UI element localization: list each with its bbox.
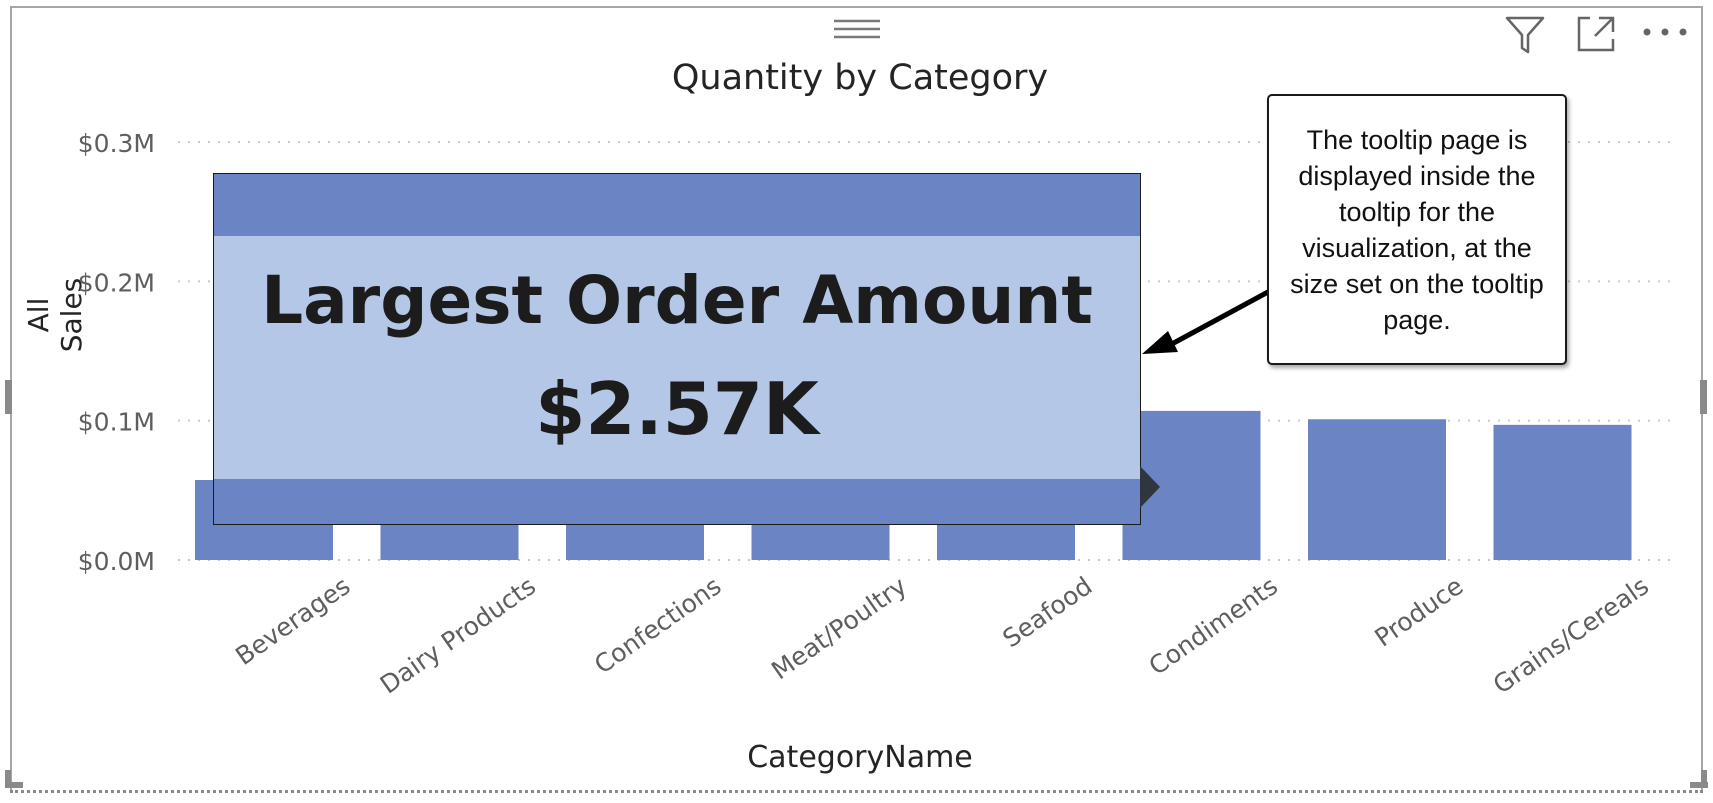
y-tick-label: $0.3M bbox=[78, 129, 155, 158]
y-tick-label: $0.1M bbox=[78, 408, 155, 437]
tooltip-pointer bbox=[1140, 466, 1160, 508]
drag-handle-icon[interactable] bbox=[832, 18, 882, 40]
y-tick-label: $0.0M bbox=[78, 547, 155, 576]
x-tick-label: Dairy Products bbox=[375, 571, 541, 699]
y-tick-label: $0.2M bbox=[78, 268, 155, 297]
tooltip-heading: Largest Order Amount bbox=[261, 262, 1093, 339]
tooltip-band-top bbox=[214, 174, 1140, 236]
chart-title: Quantity by Category bbox=[671, 58, 1049, 98]
x-tick-label: Produce bbox=[1369, 571, 1468, 652]
resize-handle-bottom-left[interactable] bbox=[5, 782, 23, 788]
resize-handle-left[interactable] bbox=[5, 380, 12, 414]
frame-border-bottom bbox=[10, 790, 1703, 793]
resize-handle-bottom-right-v[interactable] bbox=[1701, 770, 1707, 788]
tooltip-page: Largest Order Amount $2.57K bbox=[213, 173, 1141, 525]
tooltip-value: $2.57K bbox=[535, 367, 819, 451]
x-tick-label: Meat/Poultry bbox=[766, 571, 912, 685]
bar[interactable] bbox=[1308, 419, 1446, 560]
x-tick-label: Condiments bbox=[1144, 571, 1283, 681]
resize-handle-bottom-left-v[interactable] bbox=[5, 770, 11, 788]
tooltip-band-bottom bbox=[214, 479, 1140, 524]
x-tick-label: Beverages bbox=[230, 571, 355, 671]
x-tick-label: Seafood bbox=[997, 571, 1097, 653]
resize-handle-bottom-right[interactable] bbox=[1690, 782, 1708, 788]
x-tick-label: Grains/Cereals bbox=[1488, 571, 1654, 699]
x-axis-title: CategoryName bbox=[747, 740, 973, 775]
focus-mode-icon[interactable] bbox=[1575, 14, 1617, 54]
more-options-icon[interactable] bbox=[1640, 24, 1690, 40]
frame-border-top bbox=[10, 6, 1703, 8]
resize-handle-right[interactable] bbox=[1700, 380, 1707, 414]
x-tick-label: Confections bbox=[589, 571, 726, 679]
bar[interactable] bbox=[1493, 424, 1632, 560]
callout-annotation: The tooltip page is displayed inside the… bbox=[1267, 94, 1567, 365]
filter-icon[interactable] bbox=[1504, 14, 1546, 56]
